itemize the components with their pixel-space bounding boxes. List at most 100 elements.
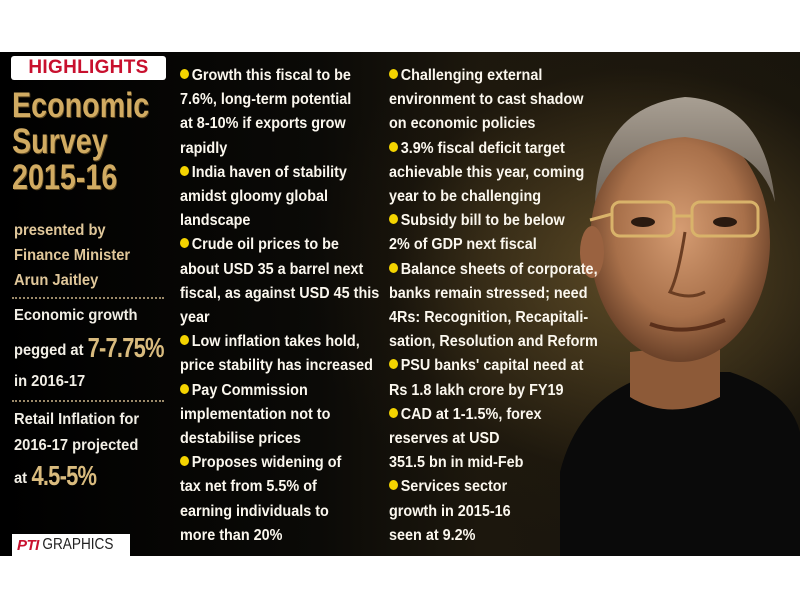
presenter-line: Finance Minister — [14, 247, 131, 264]
highlight-line: on economic policies — [389, 115, 536, 133]
highlight-text: Low inflation takes hold, — [191, 333, 360, 351]
highlight-line: CAD at 1-1.5%, forex — [389, 403, 601, 427]
highlights-label: HIGHLIGHTS — [28, 57, 149, 78]
bullet-icon — [389, 214, 398, 225]
title-line: Survey — [12, 122, 108, 161]
highlight-item: Services sector growth in 2015-16 seen at … — [389, 475, 624, 548]
highlight-line: at 8-10% if exports grow — [180, 115, 346, 133]
highlight-item: Subsidy bill to be below 2% of GDP next f… — [389, 209, 624, 257]
inflation-value: 4.5-5% — [31, 460, 96, 491]
highlight-line: PSU banks' capital need at — [389, 354, 601, 378]
highlight-item: Low inflation takes hold, price stability… — [180, 330, 395, 378]
highlight-line: 351.5 bn in mid-Feb — [389, 454, 524, 472]
highlight-line: year — [180, 309, 210, 327]
highlight-text: Balance sheets of corporate, — [400, 260, 598, 278]
highlight-line: rapidly — [180, 139, 228, 157]
growth-line1: Economic growth — [14, 307, 138, 324]
highlight-line: growth in 2015-16 — [389, 502, 511, 520]
bullet-icon — [180, 335, 189, 346]
highlight-line: reserves at USD — [389, 430, 500, 448]
highlight-line: Low inflation takes hold, — [180, 330, 374, 354]
highlight-line: Services sector — [389, 475, 601, 499]
highlight-line: Crude oil prices to be — [180, 233, 374, 257]
highlight-line: Proposes widening of — [180, 451, 374, 475]
highlights-column-left: Growth this fiscal to be 7.6%, long-term … — [180, 64, 395, 548]
highlight-line: price stability has increased — [180, 357, 373, 375]
highlight-line: Pay Commission — [180, 379, 374, 403]
bullet-icon — [389, 480, 398, 491]
highlight-text: CAD at 1-1.5%, forex — [400, 405, 542, 423]
bullet-icon — [180, 238, 189, 249]
bullet-icon — [180, 383, 189, 394]
highlight-text: Challenging external — [400, 67, 543, 84]
highlight-line: Balance sheets of corporate, — [389, 258, 601, 282]
highlight-item: Proposes widening of tax net from 5.5% of… — [180, 451, 395, 548]
survey-title: Economic Survey 2015-16 — [12, 86, 150, 196]
growth-line2: pegged at 7-7.75% — [14, 332, 177, 363]
highlight-item: India haven of stability amidst gloomy gl… — [180, 161, 395, 234]
highlight-line: tax net from 5.5% of — [180, 478, 317, 496]
highlight-line: destabilise prices — [180, 430, 301, 448]
inflation-line2: 2016-17 projected — [14, 437, 139, 454]
highlight-text: Subsidy bill to be below — [400, 212, 565, 230]
highlight-line: environment to cast shadow — [389, 91, 584, 109]
highlight-item: Pay Commission implementation not to desta… — [180, 379, 395, 452]
growth-value: 7-7.75% — [87, 332, 165, 363]
highlight-line: 3.9% fiscal deficit target — [389, 137, 601, 161]
highlight-line: about USD 35 a barrel next — [180, 260, 364, 278]
bullet-icon — [180, 165, 189, 176]
highlight-line: banks remain stressed; need — [389, 284, 588, 302]
highlight-text: PSU banks' capital need at — [400, 357, 584, 375]
bullet-icon — [389, 141, 398, 152]
highlight-line: earning individuals to — [180, 502, 329, 520]
highlight-line: India haven of stability — [180, 161, 374, 185]
highlight-item: Challenging external environment to cast … — [389, 64, 624, 137]
presenter-info: presented by Finance Minister Arun Jaitl… — [14, 218, 161, 293]
highlight-item: Crude oil prices to be about USD 35 a bar… — [180, 233, 395, 330]
bullet-icon — [389, 262, 398, 273]
highlight-item: Growth this fiscal to be 7.6%, long-term … — [180, 64, 395, 161]
highlight-line: landscape — [180, 212, 251, 230]
highlights-column-right: Challenging external environment to cast … — [389, 64, 624, 548]
pti-graphics-word: GRAPHICS — [42, 536, 114, 553]
highlights-badge: HIGHLIGHTS — [11, 56, 166, 80]
highlight-item: 3.9% fiscal deficit target achievable thi… — [389, 137, 624, 210]
pti-logo: PTI — [17, 536, 39, 554]
dotted-divider — [12, 400, 164, 402]
bullet-icon — [180, 456, 189, 467]
highlight-line: year to be challenging — [389, 188, 542, 206]
highlight-line: Subsidy bill to be below — [389, 209, 601, 233]
highlight-text: Growth this fiscal to be — [191, 67, 351, 84]
title-line: Economic — [12, 86, 150, 125]
highlight-text: Services sector — [400, 478, 508, 496]
inflation-pre: at — [14, 470, 32, 487]
highlight-line: 2% of GDP next fiscal — [389, 236, 537, 254]
dotted-divider — [12, 297, 164, 299]
highlight-line: seen at 9.2% — [389, 526, 476, 544]
bullet-icon — [389, 69, 398, 79]
highlight-item: PSU banks' capital need at Rs 1.8 lakh cr… — [389, 354, 624, 402]
highlight-line: amidst gloomy global — [180, 188, 329, 206]
highlight-line: Rs 1.8 lakh crore by FY19 — [389, 381, 564, 399]
growth-pre: pegged at — [14, 342, 88, 359]
pti-graphics-credit: PTI GRAPHICS — [12, 534, 130, 556]
highlight-line: fiscal, as against USD 45 this — [180, 284, 380, 302]
highlight-line: sation, Resolution and Reform — [389, 333, 598, 351]
highlight-line: Challenging external — [389, 64, 601, 88]
highlight-text: Crude oil prices to be — [191, 236, 339, 254]
presenter-line: Arun Jaitley — [14, 272, 99, 289]
highlight-text: Proposes widening of — [191, 454, 342, 472]
highlight-text: Pay Commission — [191, 381, 308, 399]
highlight-text: India haven of stability — [191, 163, 347, 181]
highlight-line: 7.6%, long-term potential — [180, 91, 352, 109]
finance-minister-portrait — [560, 97, 800, 556]
highlight-text: 3.9% fiscal deficit target — [400, 139, 565, 157]
bullet-icon — [389, 359, 398, 370]
highlight-line: achievable this year, coming — [389, 163, 585, 181]
bullet-icon — [180, 69, 189, 79]
presenter-line: presented by — [14, 222, 106, 239]
inflation-line1: Retail Inflation for — [14, 411, 140, 428]
highlight-item: Balance sheets of corporate, banks remain… — [389, 258, 624, 355]
highlight-line: Growth this fiscal to be — [180, 64, 374, 88]
growth-line3: in 2016-17 — [14, 373, 86, 390]
